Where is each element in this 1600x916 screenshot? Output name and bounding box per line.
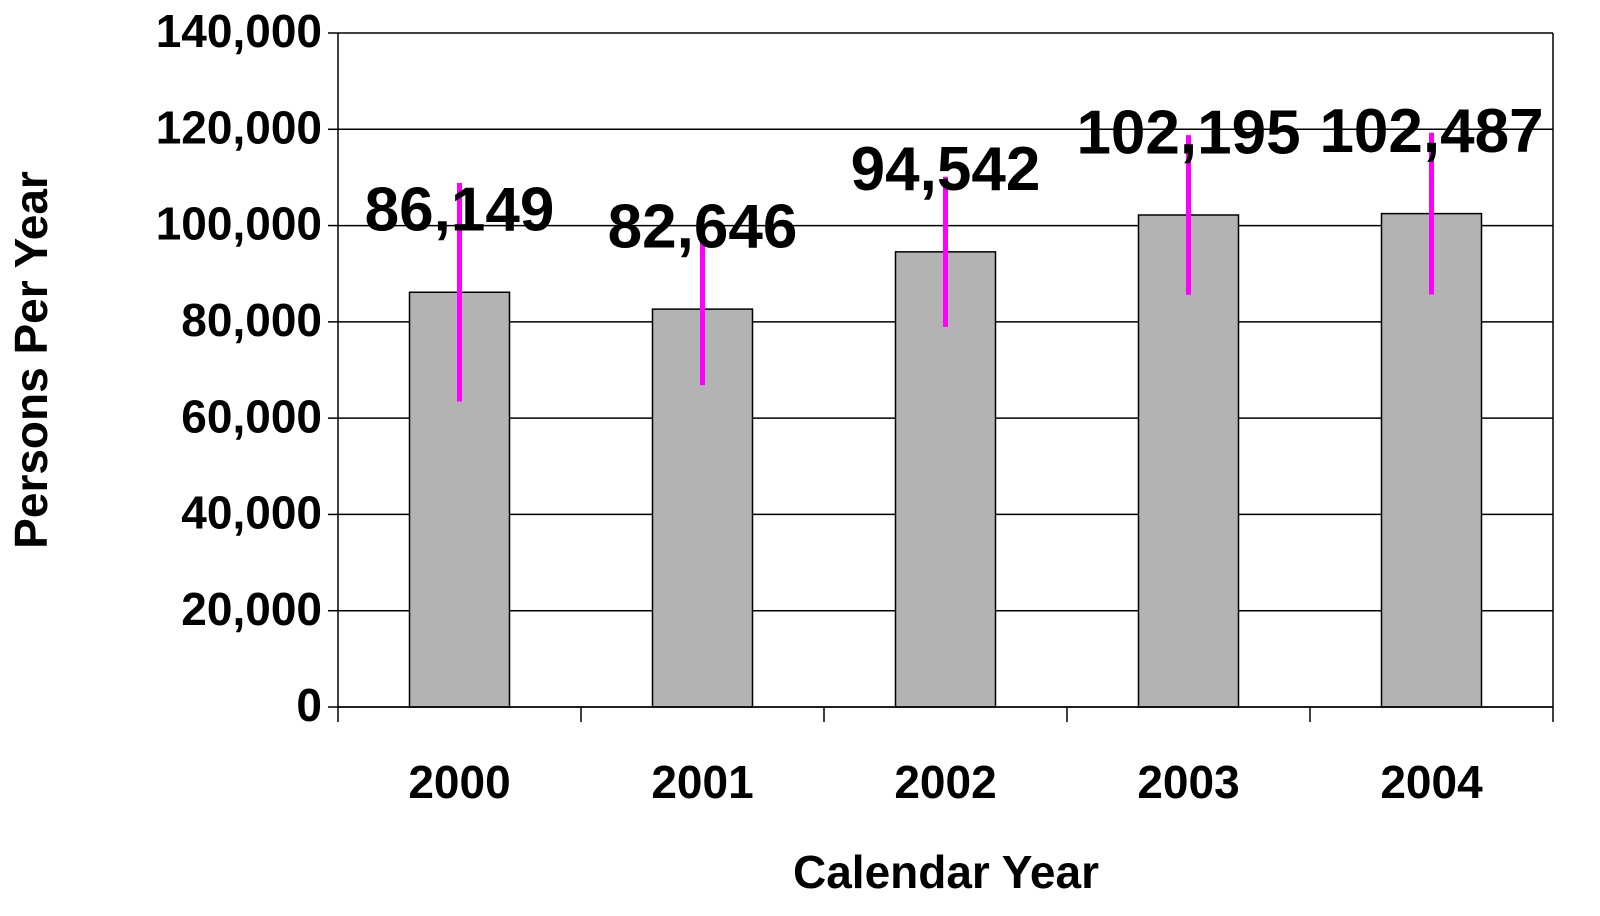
y-tick-label: 60,000 bbox=[181, 390, 322, 442]
x-tick-label: 2001 bbox=[651, 756, 753, 808]
y-tick-label: 80,000 bbox=[181, 294, 322, 346]
y-tick-label: 0 bbox=[296, 679, 322, 731]
y-tick-label: 100,000 bbox=[156, 198, 322, 250]
bar bbox=[1380, 212, 1483, 708]
y-tick-label: 140,000 bbox=[156, 5, 322, 57]
x-tick-label: 2003 bbox=[1137, 756, 1239, 808]
value-label: 102,487 bbox=[1319, 97, 1543, 166]
value-label: 102,195 bbox=[1076, 98, 1300, 167]
x-axis-title: Calendar Year bbox=[793, 846, 1099, 898]
bar bbox=[1137, 214, 1240, 708]
y-tick-label: 20,000 bbox=[181, 583, 322, 635]
value-label: 86,149 bbox=[365, 176, 555, 245]
value-label: 82,646 bbox=[608, 192, 798, 261]
y-tick-label: 120,000 bbox=[156, 101, 322, 153]
value-label: 94,542 bbox=[851, 135, 1041, 204]
x-tick-label: 2000 bbox=[408, 756, 510, 808]
x-tick-label: 2004 bbox=[1380, 756, 1483, 808]
x-tick-label: 2002 bbox=[894, 756, 996, 808]
y-tick-label: 40,000 bbox=[181, 487, 322, 539]
y-axis-title: Persons Per Year bbox=[5, 171, 57, 549]
